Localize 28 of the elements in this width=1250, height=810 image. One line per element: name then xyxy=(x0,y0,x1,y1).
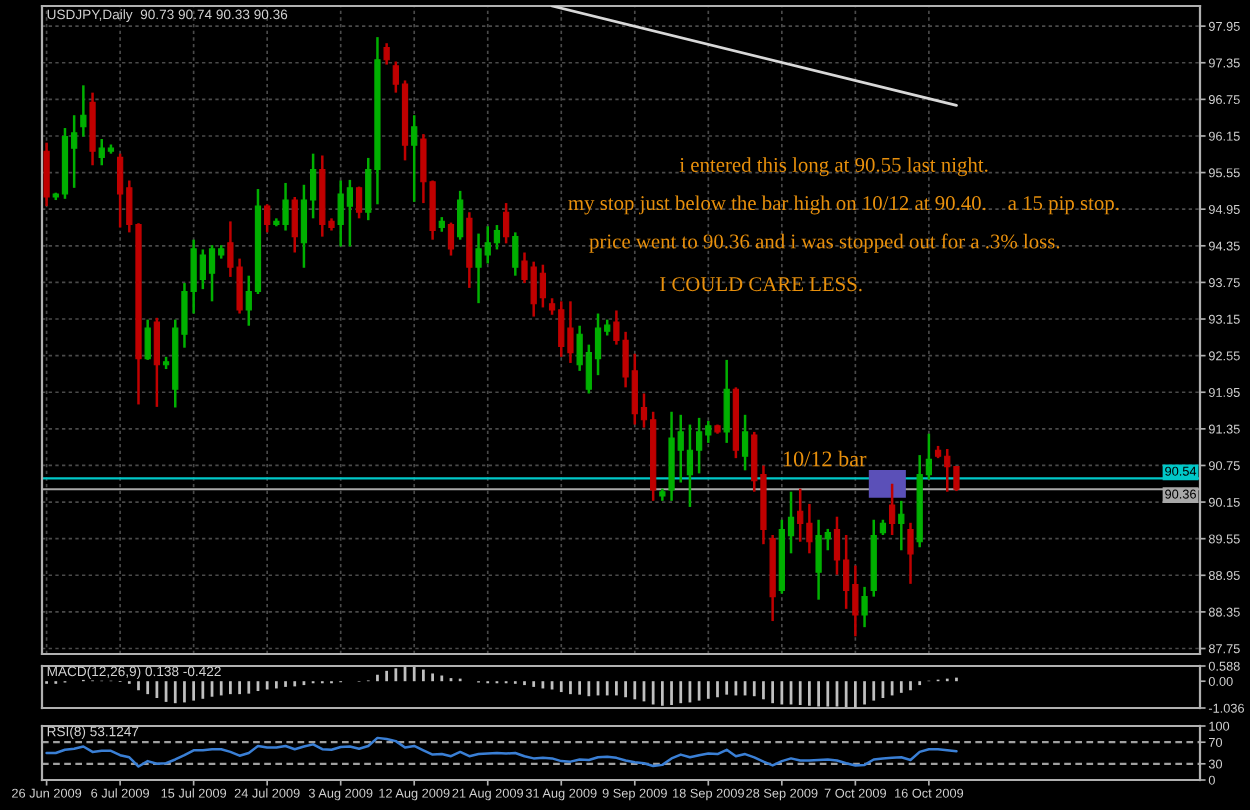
candlestick xyxy=(686,423,694,509)
candlestick xyxy=(447,221,455,257)
annotation: I COULD CARE LESS. xyxy=(660,277,862,292)
candlestick xyxy=(291,195,298,254)
line-series xyxy=(45,736,958,768)
annotation: 10/12 bar xyxy=(783,450,867,467)
candlestick xyxy=(898,499,905,552)
candlestick xyxy=(741,413,749,472)
annotation: my stop just below the bar high on 10/12 at 90.40. a 15 pip stop. xyxy=(568,195,1119,215)
candlestick xyxy=(264,203,271,234)
candlestick xyxy=(907,521,914,586)
candlestick xyxy=(355,185,363,220)
candlestick xyxy=(43,141,50,208)
candlestick xyxy=(502,201,510,245)
candlestick xyxy=(493,223,501,251)
candlestick xyxy=(888,482,896,537)
candlestick xyxy=(144,318,151,362)
candlestick xyxy=(457,189,464,241)
annotation: i entered this long at 90.55 last night. xyxy=(679,157,988,177)
candlestick xyxy=(723,358,730,445)
candlestick xyxy=(861,585,868,629)
candlestick xyxy=(80,84,87,138)
candlestick xyxy=(208,243,216,303)
candlestick xyxy=(383,41,390,66)
candlestick xyxy=(411,113,418,204)
candlestick xyxy=(153,316,161,409)
candlestick xyxy=(512,231,519,277)
annotation: price went to 90.36 and i was stopped out for a .3% loss. xyxy=(589,233,1060,253)
